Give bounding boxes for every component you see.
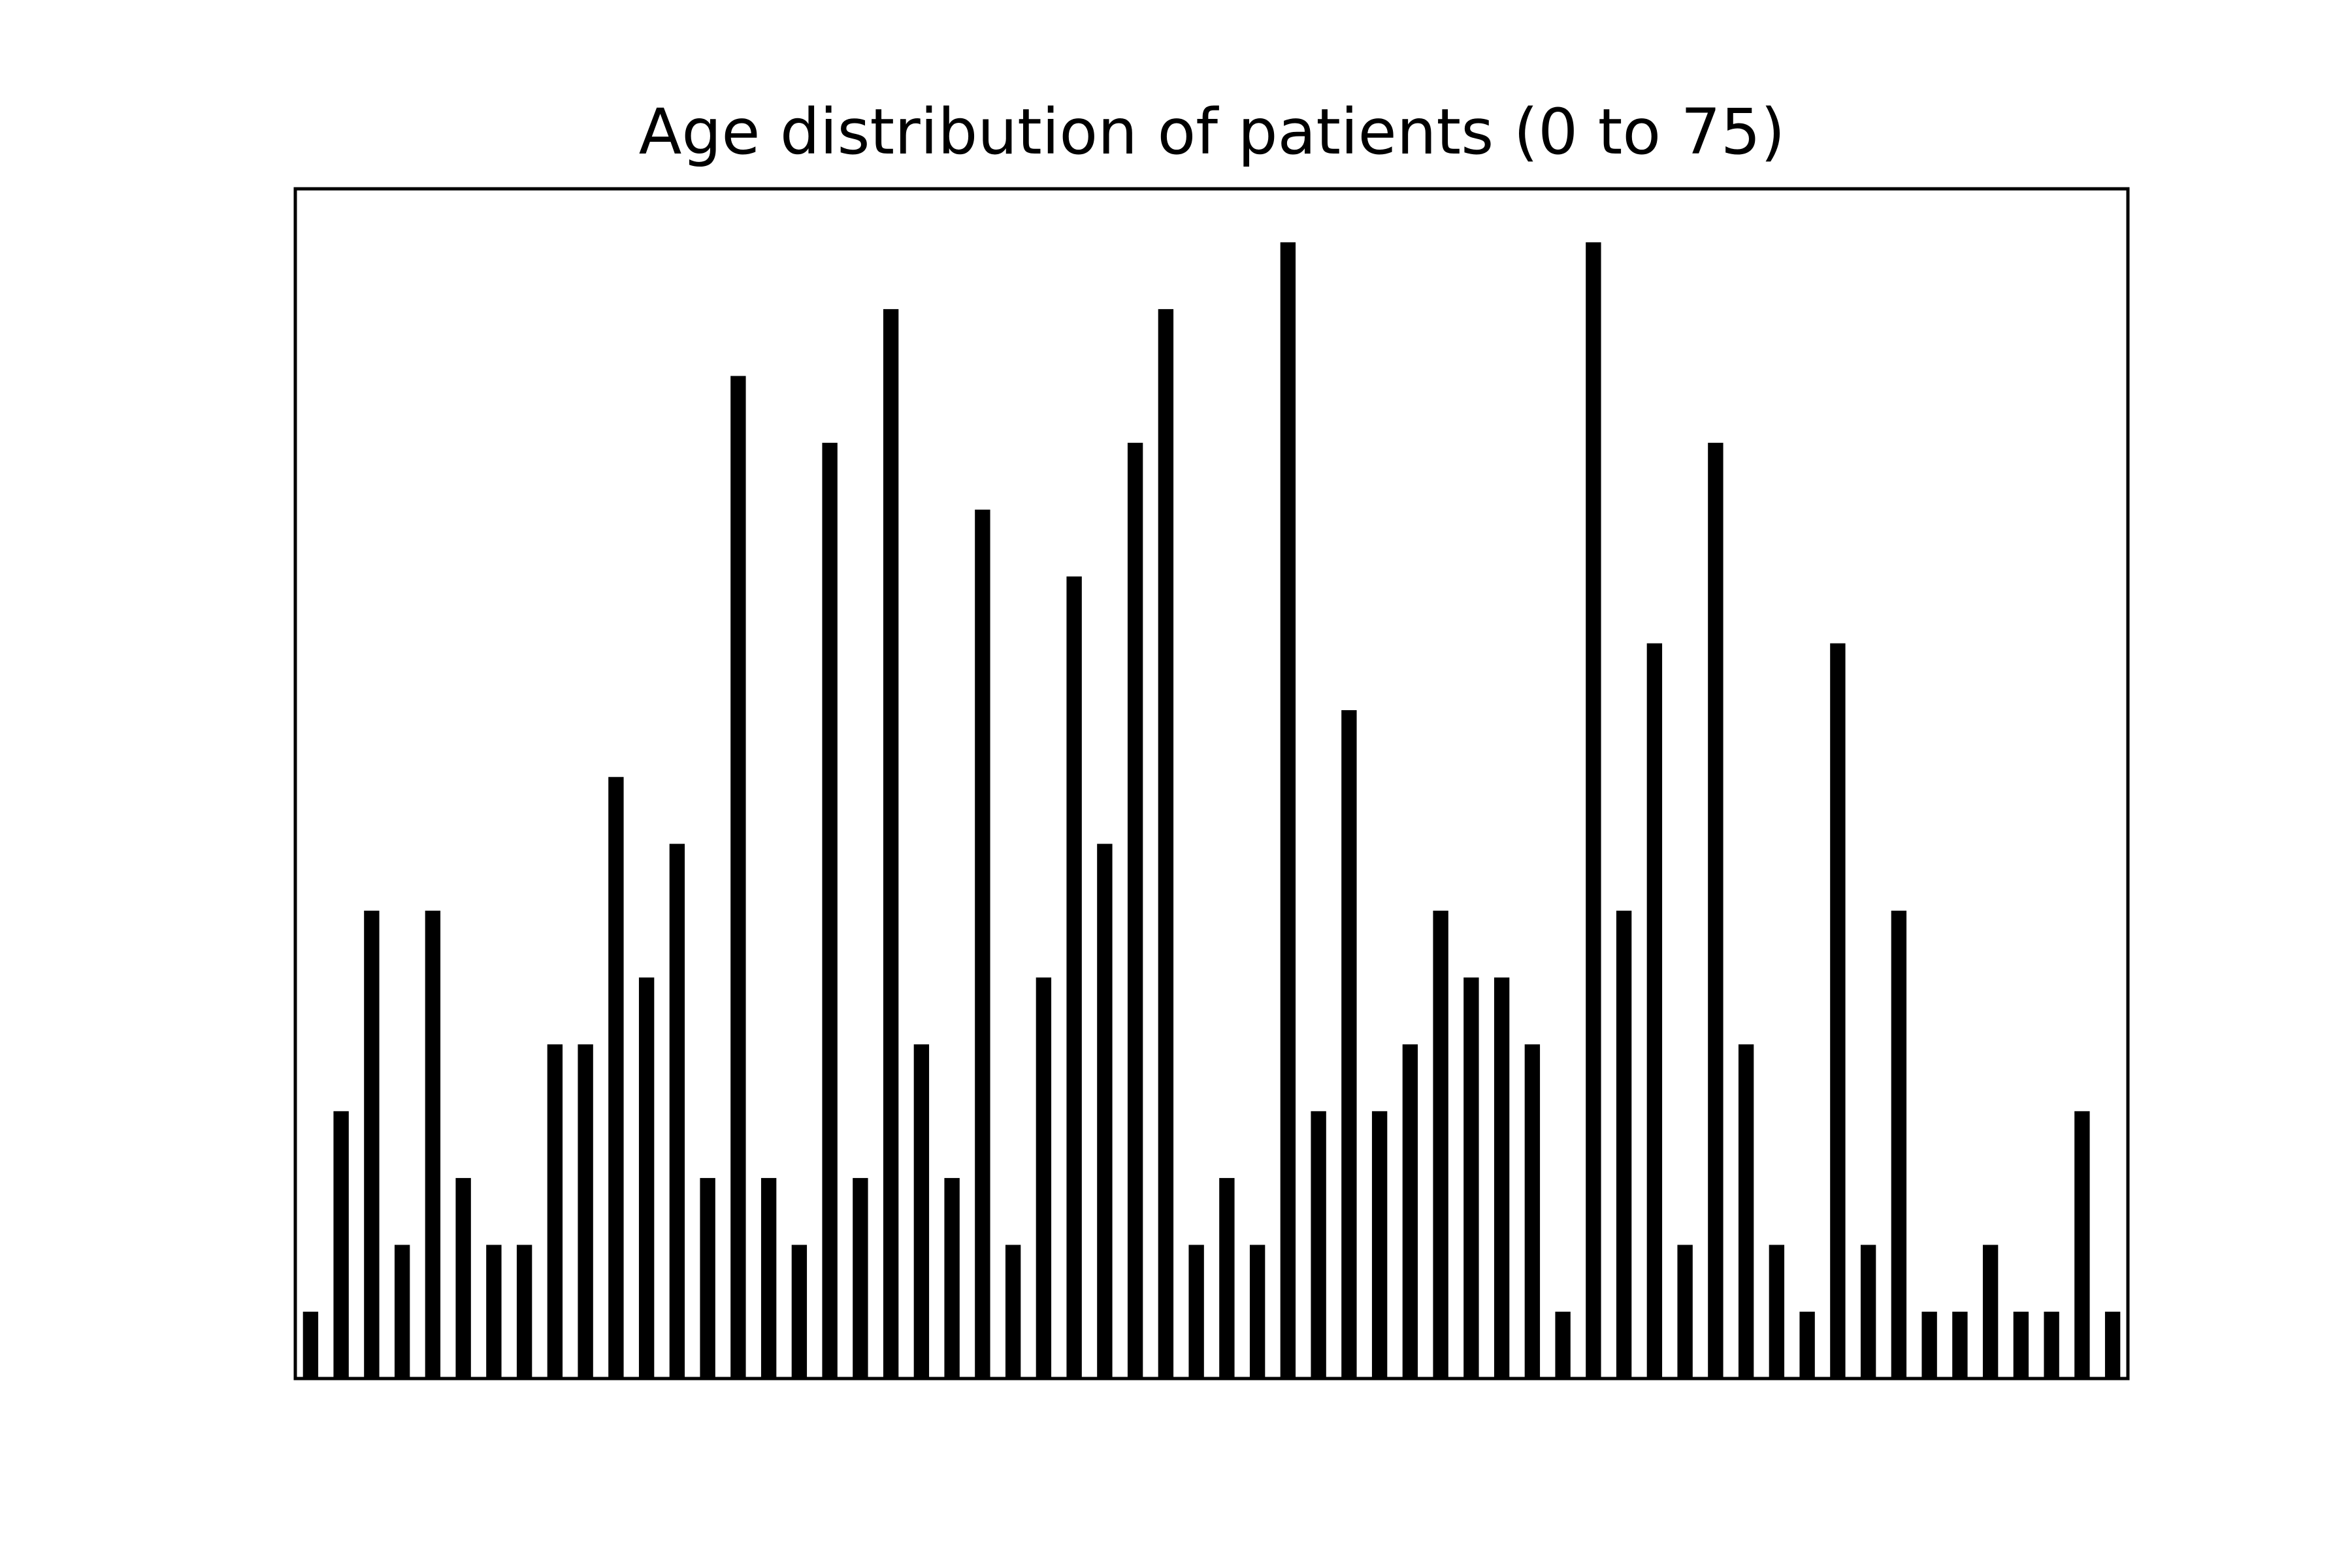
bar-58: [2074, 1111, 2090, 1379]
bar-27: [1127, 442, 1143, 1379]
bar-42: [1586, 242, 1601, 1379]
bar-33: [1311, 1111, 1326, 1379]
bar-51: [1860, 1245, 1876, 1379]
bar-14: [730, 376, 746, 1379]
bar-55: [1982, 1245, 1999, 1379]
bar-56: [2013, 1311, 2029, 1379]
bar-7: [516, 1245, 532, 1379]
bar-21: [944, 1178, 960, 1379]
bar-11: [638, 977, 655, 1379]
bar-29: [1188, 1245, 1204, 1379]
bar-19: [883, 309, 899, 1379]
bar-12: [669, 843, 685, 1379]
chart-title: Age distribution of patients (0 to 75): [639, 95, 1786, 169]
bar-43: [1616, 910, 1632, 1379]
bar-53: [1921, 1311, 1937, 1379]
bar-59: [2104, 1311, 2121, 1379]
bar-41: [1555, 1311, 1571, 1379]
bar-36: [1402, 1044, 1418, 1379]
bar-47: [1738, 1044, 1754, 1379]
bar-52: [1891, 910, 1907, 1379]
bar-13: [700, 1178, 715, 1379]
bar-31: [1249, 1245, 1266, 1379]
bar-10: [608, 777, 624, 1379]
bar-24: [1036, 977, 1052, 1379]
bar-49: [1799, 1311, 1815, 1379]
bar-39: [1494, 977, 1510, 1379]
bar-1: [333, 1111, 349, 1379]
bar-37: [1433, 910, 1448, 1379]
bar-23: [1005, 1245, 1021, 1379]
bar-38: [1463, 977, 1479, 1379]
bar-45: [1677, 1245, 1693, 1379]
plot-frame: [293, 187, 2130, 1380]
bar-35: [1371, 1111, 1388, 1379]
bar-18: [853, 1178, 868, 1379]
bar-26: [1097, 843, 1113, 1379]
bar-4: [425, 910, 441, 1379]
bar-16: [791, 1245, 808, 1379]
bar-46: [1708, 442, 1723, 1379]
bar-17: [822, 442, 838, 1379]
bar-2: [364, 910, 380, 1379]
bar-57: [2044, 1311, 2059, 1379]
bars-group: [302, 242, 2121, 1379]
bar-48: [1769, 1245, 1785, 1379]
bar-15: [760, 1178, 777, 1379]
bar-22: [975, 510, 990, 1379]
bar-32: [1280, 242, 1296, 1379]
bar-3: [394, 1245, 410, 1379]
bar-28: [1158, 309, 1174, 1379]
bar-40: [1524, 1044, 1541, 1379]
bar-34: [1341, 710, 1357, 1379]
bar-50: [1830, 643, 1846, 1379]
bar-25: [1066, 576, 1082, 1379]
bar-9: [578, 1044, 593, 1379]
bar-5: [455, 1178, 471, 1379]
bar-20: [913, 1044, 930, 1379]
bar-44: [1646, 643, 1663, 1379]
bar-30: [1219, 1178, 1235, 1379]
bar-54: [1952, 1311, 1968, 1379]
bar-8: [547, 1044, 563, 1379]
bar-6: [486, 1245, 502, 1379]
bar-0: [302, 1311, 319, 1379]
